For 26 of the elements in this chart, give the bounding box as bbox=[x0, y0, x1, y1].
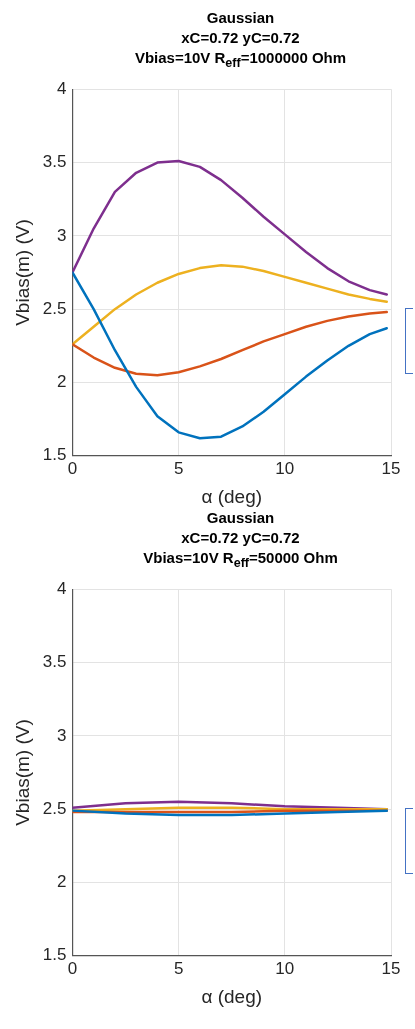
x-tick-label: 15 bbox=[381, 958, 401, 978]
x-tick-label: 5 bbox=[173, 458, 184, 478]
y-tick-label: 2.5 bbox=[42, 798, 67, 818]
x-tick-label: 0 bbox=[67, 958, 78, 978]
y-tick-label: 4 bbox=[56, 78, 67, 98]
chart-title: Gaussian xC=0.72 yC=0.72 Vbias=10V R$_{eff}$=50000 Ohm bbox=[142, 508, 339, 572]
x-tick-label: 10 bbox=[275, 958, 295, 978]
x-tick-label: 0 bbox=[67, 458, 78, 478]
y-tick-label: 3 bbox=[56, 725, 67, 745]
y-tick-label: 3.5 bbox=[42, 652, 67, 672]
y-tick-label: 1.5 bbox=[42, 445, 67, 465]
x-axis-title: α (deg) bbox=[201, 485, 263, 507]
y-tick-label: 2 bbox=[56, 372, 67, 392]
x-axis-title: α (deg) bbox=[201, 985, 263, 1007]
y-tick-label: 2 bbox=[56, 872, 67, 892]
y-axis-title: Vbias(m) (V) bbox=[11, 219, 33, 326]
y-tick-label: 2.5 bbox=[42, 298, 67, 318]
y-tick-label: 3.5 bbox=[42, 152, 67, 172]
y-tick-label: 1.5 bbox=[42, 945, 67, 965]
x-tick-label: 15 bbox=[381, 458, 401, 478]
y-tick-label: 4 bbox=[56, 578, 67, 598]
y-tick-label: 3 bbox=[56, 225, 67, 245]
x-tick-label: 10 bbox=[275, 458, 295, 478]
x-tick-label: 5 bbox=[173, 958, 184, 978]
y-axis-title: Vbias(m) (V) bbox=[11, 719, 33, 826]
chart-title: Gaussian xC=0.72 yC=0.72 Vbias=10V R$_{eff}$=1000000 Ohm bbox=[133, 8, 348, 72]
